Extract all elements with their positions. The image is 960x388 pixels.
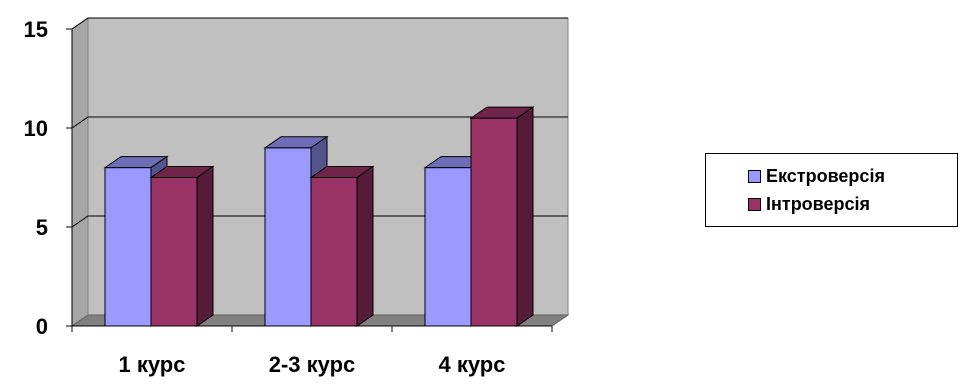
- bar-extroversion-3: [424, 167, 472, 327]
- gridline: [71, 116, 568, 129]
- bar-extroversion-1: [104, 167, 152, 327]
- bar-introversion-2: [310, 177, 358, 327]
- side-wall: [71, 17, 89, 327]
- legend-swatch-introversion: [748, 197, 761, 211]
- y-tick-label: 0: [36, 314, 48, 339]
- legend-label-extroversion: Екстроверсія: [766, 165, 885, 186]
- y-tick-label: 15: [24, 17, 48, 42]
- x-tick-label: 1 курс: [119, 352, 186, 377]
- legend-swatch-extroversion: [748, 169, 761, 183]
- y-tick-label: 5: [36, 215, 48, 240]
- bar-side-introversion-2: [356, 165, 374, 327]
- legend: Екстроверсія Інтроверсія: [705, 153, 958, 227]
- bar-introversion-1: [150, 177, 198, 327]
- x-tick-label: 2-3 курс: [269, 352, 356, 377]
- gridline: [71, 17, 568, 30]
- x-tick-label: 4 курс: [439, 352, 506, 377]
- bar-extroversion-2: [264, 147, 312, 327]
- legend-label-introversion: Інтроверсія: [766, 193, 871, 214]
- bar-side-introversion-3: [516, 106, 534, 327]
- legend-item-extroversion: Екстроверсія: [748, 164, 885, 188]
- gridline: [71, 215, 568, 228]
- bar-side-introversion-1: [196, 165, 214, 327]
- legend-item-introversion: Інтроверсія: [748, 192, 870, 216]
- bar-introversion-3: [470, 117, 518, 327]
- y-tick-label: 10: [24, 116, 48, 141]
